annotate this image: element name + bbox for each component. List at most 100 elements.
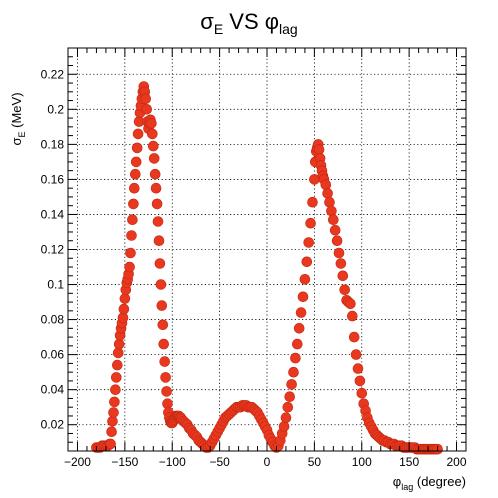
data-point xyxy=(324,196,335,208)
data-point xyxy=(130,168,141,180)
data-point xyxy=(157,319,169,331)
data-point xyxy=(329,224,341,236)
data-point xyxy=(129,182,140,194)
data-point xyxy=(162,398,173,410)
x-tick-label: 100 xyxy=(352,455,372,469)
data-point xyxy=(288,366,299,378)
x-tick-label: −150 xyxy=(111,455,138,469)
y-axis-label: σE (MeV) xyxy=(9,92,27,145)
x-axis-label: φlag (degree) xyxy=(393,474,466,492)
data-point xyxy=(156,300,168,311)
data-point xyxy=(293,322,305,334)
data-point xyxy=(151,198,163,210)
data-point xyxy=(140,93,151,105)
data-point xyxy=(127,214,138,225)
data-point xyxy=(126,230,137,241)
data-point xyxy=(148,153,160,164)
data-point xyxy=(109,396,120,408)
data-point xyxy=(335,258,347,269)
data-point xyxy=(301,256,313,268)
data-point xyxy=(150,182,162,194)
y-tick-label: 0.12 xyxy=(41,243,65,257)
data-point xyxy=(160,372,171,383)
data-point xyxy=(110,384,121,396)
data-point xyxy=(148,140,159,152)
data-point xyxy=(291,338,303,350)
y-tick-label: 0.14 xyxy=(41,207,65,221)
data-point xyxy=(299,273,311,285)
x-tick-label: −200 xyxy=(64,455,91,469)
chart-title: σE VS φlag xyxy=(200,9,297,37)
data-point xyxy=(326,205,337,217)
x-tick-label: 200 xyxy=(447,455,467,469)
x-tick-label: 150 xyxy=(399,455,419,469)
data-point xyxy=(155,279,167,290)
data-point xyxy=(295,307,307,318)
y-tick-label: 0.2 xyxy=(47,102,64,116)
data-point xyxy=(282,401,294,413)
data-point xyxy=(356,387,368,399)
data-point xyxy=(149,168,161,180)
y-tick-label: 0.16 xyxy=(41,172,65,186)
data-point xyxy=(280,412,292,424)
data-point xyxy=(352,363,364,374)
x-tick-label: 50 xyxy=(308,455,322,469)
data-point xyxy=(124,261,135,273)
data-point xyxy=(132,128,144,140)
y-axis-ticks: 0.02 0.04 0.06 0.08 0.1 0.12 0.14 0.16 0.18 0.2 0.… xyxy=(41,56,466,452)
data-point xyxy=(286,379,297,390)
data-point xyxy=(141,104,152,115)
data-point xyxy=(331,235,343,246)
data-point xyxy=(333,247,345,259)
y-tick-label: 0.04 xyxy=(41,383,65,397)
y-tick-label: 0.22 xyxy=(41,67,65,81)
x-tick-label: 0 xyxy=(264,455,271,469)
y-tick-label: 0.06 xyxy=(41,348,65,362)
data-point xyxy=(106,426,117,438)
data-points xyxy=(91,81,443,455)
x-tick-label: −100 xyxy=(159,455,186,469)
data-point xyxy=(290,352,301,364)
data-point xyxy=(354,375,366,387)
data-point xyxy=(152,216,164,227)
data-point xyxy=(161,386,172,397)
data-point xyxy=(278,421,290,432)
y-tick-label: 0.02 xyxy=(41,418,65,432)
data-point xyxy=(131,142,143,154)
data-point xyxy=(158,338,169,350)
y-tick-label: 0.18 xyxy=(41,137,65,151)
data-point xyxy=(112,359,123,371)
x-tick-label: −50 xyxy=(209,455,230,469)
data-point xyxy=(146,118,157,129)
data-point xyxy=(153,235,165,246)
data-point xyxy=(322,188,333,199)
data-point xyxy=(130,156,142,168)
data-point xyxy=(320,179,332,190)
y-tick-label: 0.08 xyxy=(41,313,65,327)
data-point xyxy=(305,217,316,229)
data-point xyxy=(303,237,315,248)
data-point xyxy=(108,407,119,418)
data-point xyxy=(307,196,318,208)
data-point xyxy=(111,372,122,383)
data-point xyxy=(297,291,309,303)
data-point xyxy=(125,247,136,259)
data-point xyxy=(118,303,130,315)
data-point xyxy=(119,293,131,304)
data-point xyxy=(350,349,362,360)
data-point xyxy=(159,356,170,367)
data-point xyxy=(339,284,351,296)
data-point xyxy=(112,347,124,359)
data-point xyxy=(128,198,139,210)
y-tick-label: 0.1 xyxy=(47,278,64,292)
data-point xyxy=(154,258,166,269)
data-point xyxy=(337,270,349,282)
data-point xyxy=(284,391,296,403)
data-point xyxy=(105,438,116,450)
x-axis-ticks: −200 −150 −100 −50 0 50 100 150 200 xyxy=(64,48,467,469)
data-point xyxy=(147,128,158,140)
data-point xyxy=(313,144,325,155)
data-point xyxy=(327,214,339,225)
data-point xyxy=(348,331,360,343)
